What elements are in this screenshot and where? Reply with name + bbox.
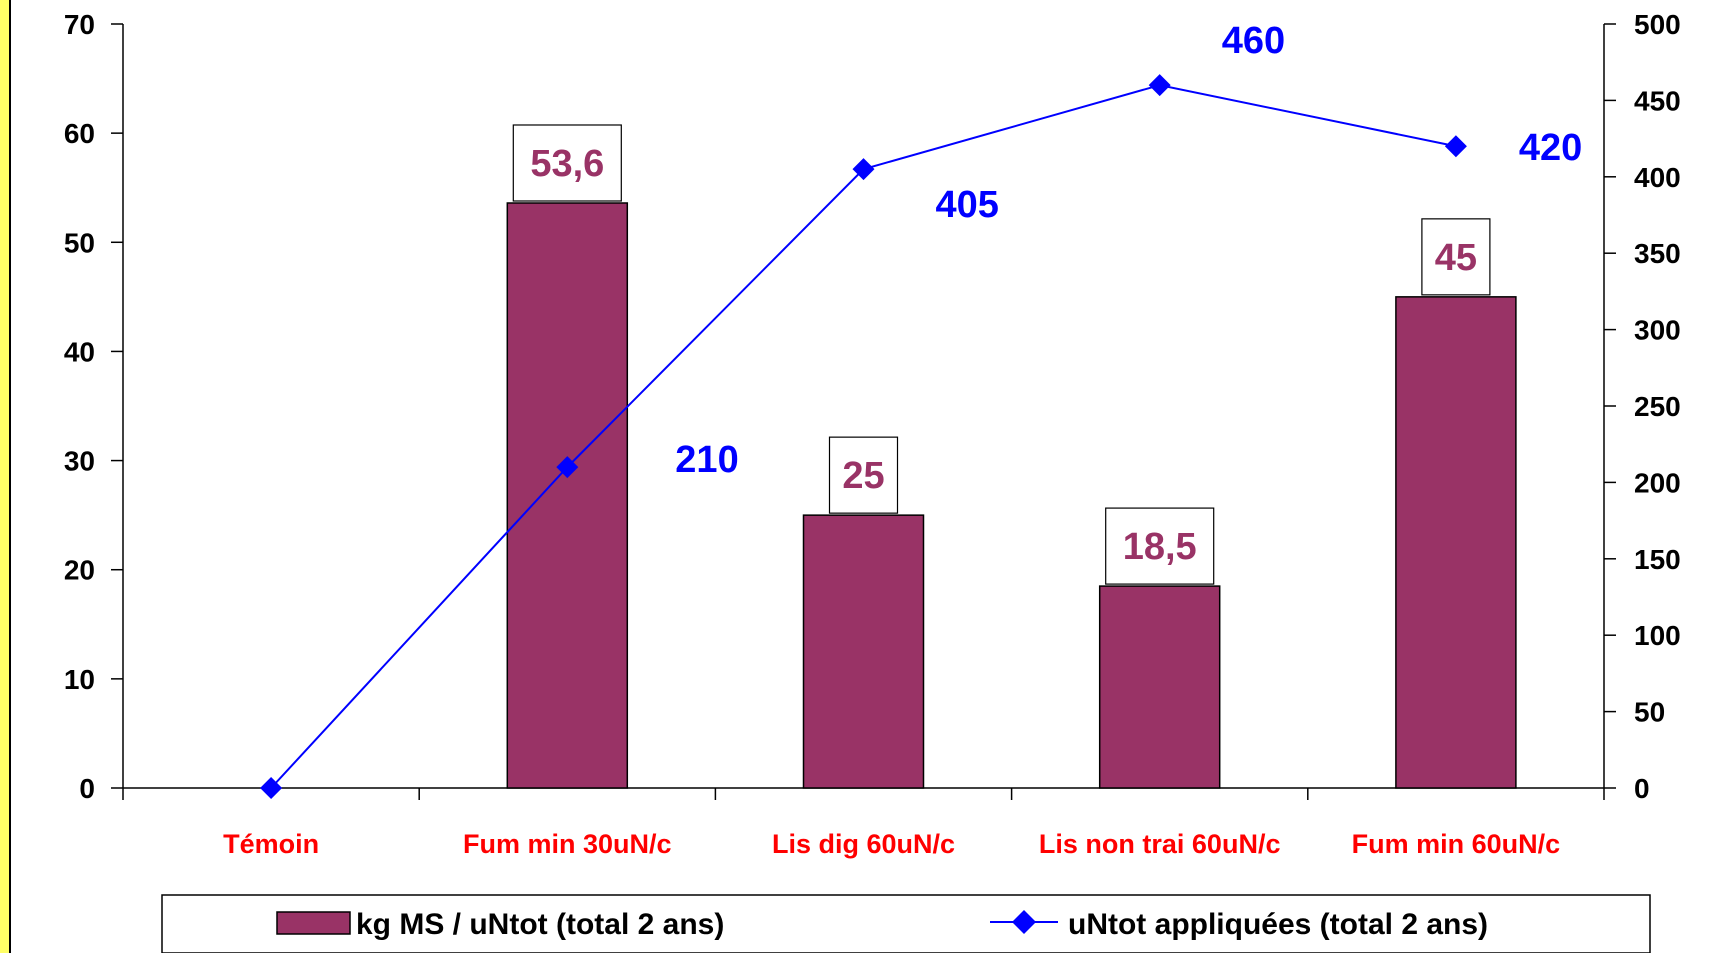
- bar-value-label: 53,6: [530, 143, 604, 185]
- x-category-label: Lis dig 60uN/c: [772, 829, 955, 859]
- chart-axes: 0 10 20 30 40 50 60 70 0 50 100 150 200 250 300 350 400 4…: [64, 9, 1681, 859]
- y-right-tick-label: 450: [1634, 85, 1681, 116]
- line-value-label: 210: [675, 439, 738, 481]
- line-marker: [556, 456, 579, 479]
- y-right-tick-label: 150: [1634, 544, 1681, 575]
- bar: [506, 202, 629, 789]
- legend-marker-diamond: [1012, 910, 1036, 934]
- legend: kg MS / uNtot (total 2 ans) uNtot appliq…: [161, 894, 1651, 953]
- line-value-label: 405: [936, 184, 999, 226]
- y-right-tick-label: 100: [1634, 620, 1681, 651]
- y-right-tick-label: 0: [1634, 773, 1650, 804]
- y-left-tick-label: 50: [64, 227, 95, 258]
- y-right-tick-label: 50: [1634, 697, 1665, 728]
- line-series: [260, 74, 1467, 799]
- y-left-tick-label: 40: [64, 336, 95, 367]
- y-right-tick-label: 300: [1634, 315, 1681, 346]
- bar: [802, 514, 925, 789]
- x-category-label: Fum min 30uN/c: [463, 829, 672, 859]
- y-right-tick-label: 200: [1634, 467, 1681, 498]
- bar-value-label: 25: [842, 455, 884, 497]
- legend-label-line: uNtot appliquées (total 2 ans): [1068, 908, 1488, 941]
- y-left-tick-label: 60: [64, 118, 95, 149]
- x-category-label: Fum min 60uN/c: [1352, 829, 1561, 859]
- line-marker: [1148, 74, 1171, 97]
- bar-value-label: 18,5: [1123, 526, 1197, 568]
- y-left-tick-label: 10: [64, 664, 95, 695]
- x-category-label: Lis non trai 60uN/c: [1039, 829, 1281, 859]
- line-marker: [260, 777, 283, 799]
- legend-box: [161, 894, 1651, 953]
- y-left-tick-label: 30: [64, 446, 95, 477]
- line-marker: [852, 158, 875, 181]
- legend-label-bar: kg MS / uNtot (total 2 ans): [356, 908, 724, 941]
- data-labels: 53,6 25 18,5 45 210 405 460 420: [512, 20, 1582, 585]
- x-category-label: Témoin: [223, 829, 319, 859]
- y-right-tick-label: 500: [1634, 9, 1681, 40]
- legend-swatch-bar: [276, 911, 351, 935]
- y-right-tick-label: 250: [1634, 391, 1681, 422]
- bar: [1395, 296, 1517, 789]
- bar-label-box: [828, 436, 899, 514]
- line-value-label: 420: [1519, 127, 1582, 169]
- y-left-tick-label: 20: [64, 555, 95, 586]
- bar-series: [506, 202, 1517, 789]
- left-accent-stripe: [0, 0, 11, 953]
- line-value-label: 460: [1222, 20, 1285, 62]
- bar-label-box: [512, 124, 622, 202]
- bar-label-box: [1421, 218, 1491, 296]
- y-left-tick-label: 70: [64, 9, 95, 40]
- bar: [1098, 585, 1221, 789]
- line-marker: [1444, 135, 1467, 158]
- bar-value-label: 45: [1435, 237, 1477, 279]
- y-right-tick-label: 350: [1634, 238, 1681, 269]
- bar-label-box: [1105, 507, 1215, 585]
- y-left-tick-label: 0: [79, 773, 95, 804]
- y-right-tick-label: 400: [1634, 162, 1681, 193]
